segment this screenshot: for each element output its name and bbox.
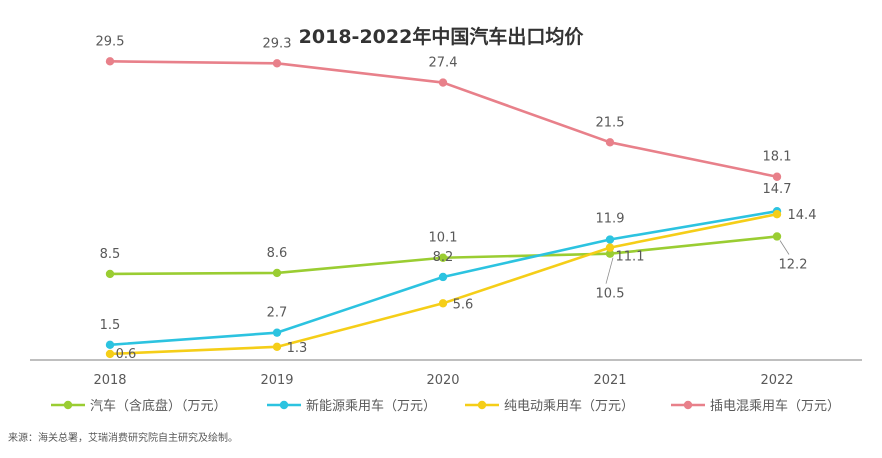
legend-label: 新能源乘用车（万元）: [306, 398, 436, 414]
data-label: 29.5: [96, 34, 125, 49]
legend-item: 插电混乘用车（万元）: [671, 398, 840, 414]
data-point: [605, 243, 615, 252]
data-label: 11.1: [616, 250, 645, 265]
data-point: [272, 268, 282, 278]
data-label: 21.5: [596, 115, 625, 130]
data-label: 8.2: [433, 250, 454, 265]
legend: 汽车（含底盘）（万元） 新能源乘用车（万元） 纯电动乘用车（万元） 插电混乘用车（万元…: [51, 398, 840, 414]
data-point: [772, 232, 782, 241]
series-3: 29.5 29.3 27.4 21.5 18.1: [96, 34, 792, 181]
label-leader-line: [779, 240, 790, 255]
data-point: [105, 340, 115, 350]
x-tick-label: 2018: [93, 373, 126, 388]
data-point: [605, 235, 615, 244]
data-point: [272, 342, 282, 352]
x-tick-label: 2020: [426, 373, 459, 388]
legend-item: 新能源乘用车（万元）: [267, 398, 436, 414]
data-point: [272, 328, 282, 337]
data-label: 14.4: [788, 208, 817, 223]
data-point: [105, 57, 115, 66]
legend-label: 纯电动乘用车（万元）: [504, 398, 634, 414]
data-label: 14.7: [763, 182, 792, 197]
data-label: 12.2: [779, 257, 808, 272]
data-label: 1.3: [287, 341, 308, 356]
data-label: 8.6: [267, 246, 288, 261]
data-point: [605, 138, 615, 147]
x-tick-label: 2021: [593, 373, 626, 388]
data-label: 8.5: [100, 247, 121, 262]
data-label: 1.5: [100, 318, 121, 333]
label-leader-line: [605, 257, 614, 284]
source-note: 来源：海关总署，艾瑞消费研究院自主研究及绘制。: [8, 431, 238, 444]
legend-marker: [279, 400, 289, 410]
data-point: [438, 78, 448, 87]
x-tick-label: 2019: [260, 373, 293, 388]
data-label: 2.7: [267, 306, 288, 321]
data-label: 10.5: [596, 287, 625, 302]
data-label: 11.9: [596, 212, 625, 227]
legend-label: 插电混乘用车（万元）: [710, 398, 840, 414]
legend-item: 纯电动乘用车（万元）: [465, 398, 634, 414]
legend-label: 汽车（含底盘）（万元）: [90, 398, 227, 414]
data-point: [605, 249, 615, 258]
series-1: 1.5 2.7 8.2 11.9 14.7: [100, 182, 792, 350]
data-point: [772, 172, 782, 181]
x-tick-label: 2022: [760, 373, 793, 388]
data-label: 18.1: [763, 150, 792, 165]
chart-title: 2018-2022年中国汽车出口均价: [299, 25, 585, 48]
data-point: [105, 349, 115, 359]
legend-item: 汽车（含底盘）（万元）: [51, 398, 227, 414]
data-label: 29.3: [263, 36, 292, 51]
data-label: 27.4: [429, 56, 458, 71]
data-point: [772, 210, 782, 219]
legend-marker: [63, 400, 73, 410]
data-label: 0.6: [116, 347, 137, 362]
series-0: 8.5 8.6 10.1 10.5 12.2: [100, 231, 808, 302]
data-point: [438, 299, 448, 308]
data-point: [438, 272, 448, 282]
data-point: [272, 59, 282, 68]
data-label: 10.1: [429, 231, 458, 246]
data-point: [105, 269, 115, 279]
data-label: 5.6: [453, 297, 474, 312]
legend-marker: [683, 400, 693, 410]
data-point: [438, 253, 448, 262]
series-2: 0.6 1.3 5.6 11.1 14.4: [105, 208, 817, 362]
legend-marker: [477, 400, 487, 410]
